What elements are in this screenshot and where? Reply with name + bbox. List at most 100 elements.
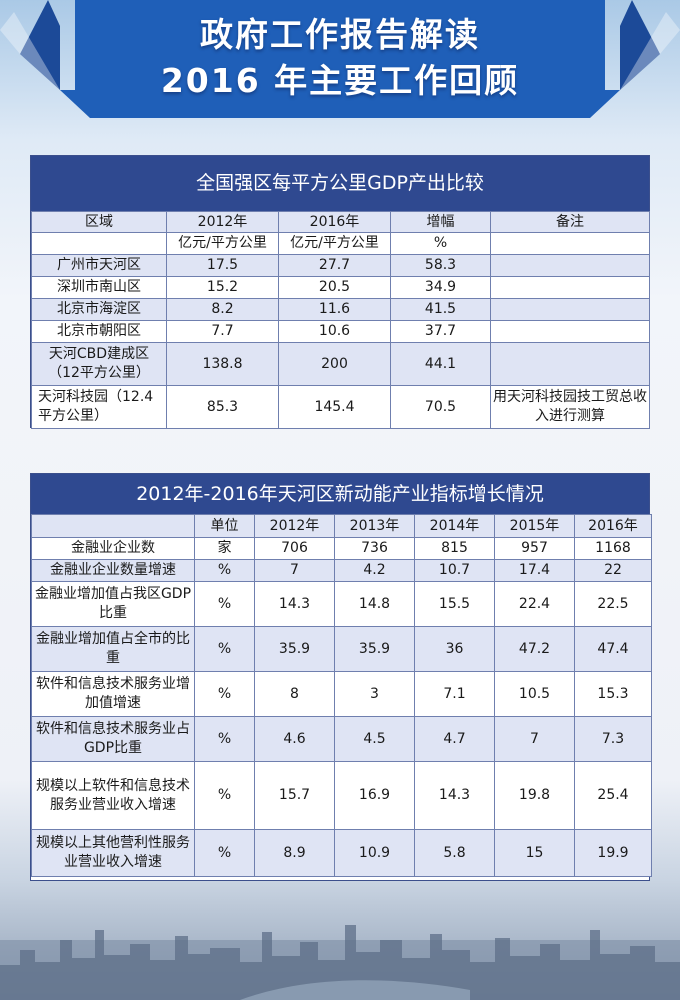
table-cell: 15 bbox=[494, 829, 575, 877]
table-cell: 11.6 bbox=[278, 298, 391, 321]
table-cell: 8.9 bbox=[254, 829, 335, 877]
table-row: 金融业增加值占全市的比重 % 35.9 35.9 36 47.2 47.4 bbox=[31, 626, 652, 672]
table-cell: 金融业企业数 bbox=[31, 537, 195, 560]
table-cell: 15.3 bbox=[574, 671, 652, 717]
table-cell: 4.2 bbox=[334, 559, 415, 582]
banner-title-line1: 政府工作报告解读 bbox=[200, 15, 480, 54]
table-cell: 17.4 bbox=[494, 559, 575, 582]
table-cell: 25.4 bbox=[574, 761, 652, 830]
table-cell: 4.6 bbox=[254, 716, 335, 762]
table1-unit: 亿元/平方公里 bbox=[166, 232, 279, 255]
table-cell: 7.1 bbox=[414, 671, 495, 717]
table-cell: 15.7 bbox=[254, 761, 335, 830]
table-cell: 北京市朝阳区 bbox=[31, 320, 167, 343]
table-row: 天河科技园（12.4平方公里） 85.3 145.4 70.5 用天河科技园技工… bbox=[31, 385, 650, 429]
table-cell bbox=[490, 342, 650, 386]
table-cell: 软件和信息技术服务业增加值增速 bbox=[31, 671, 195, 717]
table-cell: 47.2 bbox=[494, 626, 575, 672]
table1-unit: 亿元/平方公里 bbox=[278, 232, 391, 255]
table-cell: 35.9 bbox=[334, 626, 415, 672]
table-cell: 4.7 bbox=[414, 716, 495, 762]
table-cell: % bbox=[194, 716, 255, 762]
table-cell: 4.5 bbox=[334, 716, 415, 762]
table-cell: 145.4 bbox=[278, 385, 391, 429]
table2-title: 2012年-2016年天河区新动能产业指标增长情况 bbox=[31, 474, 649, 514]
table-cell: 22.4 bbox=[494, 581, 575, 627]
table-cell: 10.9 bbox=[334, 829, 415, 877]
table-cell: 天河CBD建成区（12平方公里） bbox=[31, 342, 167, 386]
table-cell: 规模以上其他营利性服务业营业收入增速 bbox=[31, 829, 195, 877]
table-cell: 15.2 bbox=[166, 276, 279, 299]
table-cell: 金融业增加值占全市的比重 bbox=[31, 626, 195, 672]
table-cell: 957 bbox=[494, 537, 575, 560]
table-cell: 22.5 bbox=[574, 581, 652, 627]
table-cell: 138.8 bbox=[166, 342, 279, 386]
table1-unit bbox=[490, 232, 650, 255]
table1-header-notes: 备注 bbox=[490, 211, 650, 233]
table-cell: 41.5 bbox=[390, 298, 491, 321]
table-cell: % bbox=[194, 761, 255, 830]
table-cell: 1168 bbox=[574, 537, 652, 560]
banner-ribbon-shape bbox=[0, 0, 680, 118]
table-cell: 10.5 bbox=[494, 671, 575, 717]
table-cell: 706 bbox=[254, 537, 335, 560]
table-cell: 36 bbox=[414, 626, 495, 672]
table2-header-2013: 2013年 bbox=[334, 514, 415, 538]
table-cell: 44.1 bbox=[390, 342, 491, 386]
table-cell: 34.9 bbox=[390, 276, 491, 299]
table-cell: 17.5 bbox=[166, 254, 279, 277]
table-row: 软件和信息技术服务业占GDP比重 % 4.6 4.5 4.7 7 7.3 bbox=[31, 716, 652, 762]
table-cell: 736 bbox=[334, 537, 415, 560]
table-cell: 用天河科技园技工贸总收入进行测算 bbox=[490, 385, 650, 429]
table2-header-unit: 单位 bbox=[194, 514, 255, 538]
table-cell: % bbox=[194, 671, 255, 717]
table-cell: 200 bbox=[278, 342, 391, 386]
table-row: 北京市海淀区 8.2 11.6 41.5 bbox=[31, 298, 650, 321]
table-cell: 广州市天河区 bbox=[31, 254, 167, 277]
table-cell: 金融业增加值占我区GDP比重 bbox=[31, 581, 195, 627]
table-cell: 7 bbox=[494, 716, 575, 762]
table-cell: % bbox=[194, 829, 255, 877]
table-row: 金融业企业数量增速 % 7 4.2 10.7 17.4 22 bbox=[31, 559, 652, 582]
table2-header-2016: 2016年 bbox=[574, 514, 652, 538]
table-cell: 47.4 bbox=[574, 626, 652, 672]
table1-unit bbox=[31, 232, 167, 255]
table1-header-2012: 2012年 bbox=[166, 211, 279, 233]
table-cell: 7.7 bbox=[166, 320, 279, 343]
header-banner: 政府工作报告解读 2016 年主要工作回顾 bbox=[0, 0, 680, 120]
table1-header-growth: 增幅 bbox=[390, 211, 491, 233]
table1-unit: % bbox=[390, 232, 491, 255]
table-cell: 85.3 bbox=[166, 385, 279, 429]
table-cell: 27.7 bbox=[278, 254, 391, 277]
table2-header-2015: 2015年 bbox=[494, 514, 575, 538]
table-cell: 14.3 bbox=[414, 761, 495, 830]
table-row: 深圳市南山区 15.2 20.5 34.9 bbox=[31, 276, 650, 299]
banner-title-line2: 2016 年主要工作回顾 bbox=[160, 61, 520, 100]
table-cell bbox=[490, 320, 650, 343]
table-cell: 10.6 bbox=[278, 320, 391, 343]
table-cell: 37.7 bbox=[390, 320, 491, 343]
table-cell: 19.8 bbox=[494, 761, 575, 830]
table-cell: 软件和信息技术服务业占GDP比重 bbox=[31, 716, 195, 762]
table-row: 规模以上软件和信息技术服务业营业收入增速 % 15.7 16.9 14.3 19… bbox=[31, 761, 652, 830]
table-cell: 7 bbox=[254, 559, 335, 582]
table-cell: 金融业企业数量增速 bbox=[31, 559, 195, 582]
table-cell: 8 bbox=[254, 671, 335, 717]
table-cell: 10.7 bbox=[414, 559, 495, 582]
table-cell: 16.9 bbox=[334, 761, 415, 830]
table-row: 北京市朝阳区 7.7 10.6 37.7 bbox=[31, 320, 650, 343]
table-cell: 7.3 bbox=[574, 716, 652, 762]
table-row: 天河CBD建成区（12平方公里） 138.8 200 44.1 bbox=[31, 342, 650, 386]
table-row: 软件和信息技术服务业增加值增速 % 8 3 7.1 10.5 15.3 bbox=[31, 671, 652, 717]
table-cell: 3 bbox=[334, 671, 415, 717]
table-cell: % bbox=[194, 626, 255, 672]
table-cell: 815 bbox=[414, 537, 495, 560]
table-cell: 15.5 bbox=[414, 581, 495, 627]
table-cell: 19.9 bbox=[574, 829, 652, 877]
table-cell: 家 bbox=[194, 537, 255, 560]
table-cell: 14.3 bbox=[254, 581, 335, 627]
table2-header-2014: 2014年 bbox=[414, 514, 495, 538]
table-cell: 天河科技园（12.4平方公里） bbox=[31, 385, 167, 429]
city-skyline-image bbox=[0, 925, 680, 1000]
table-cell: 22 bbox=[574, 559, 652, 582]
